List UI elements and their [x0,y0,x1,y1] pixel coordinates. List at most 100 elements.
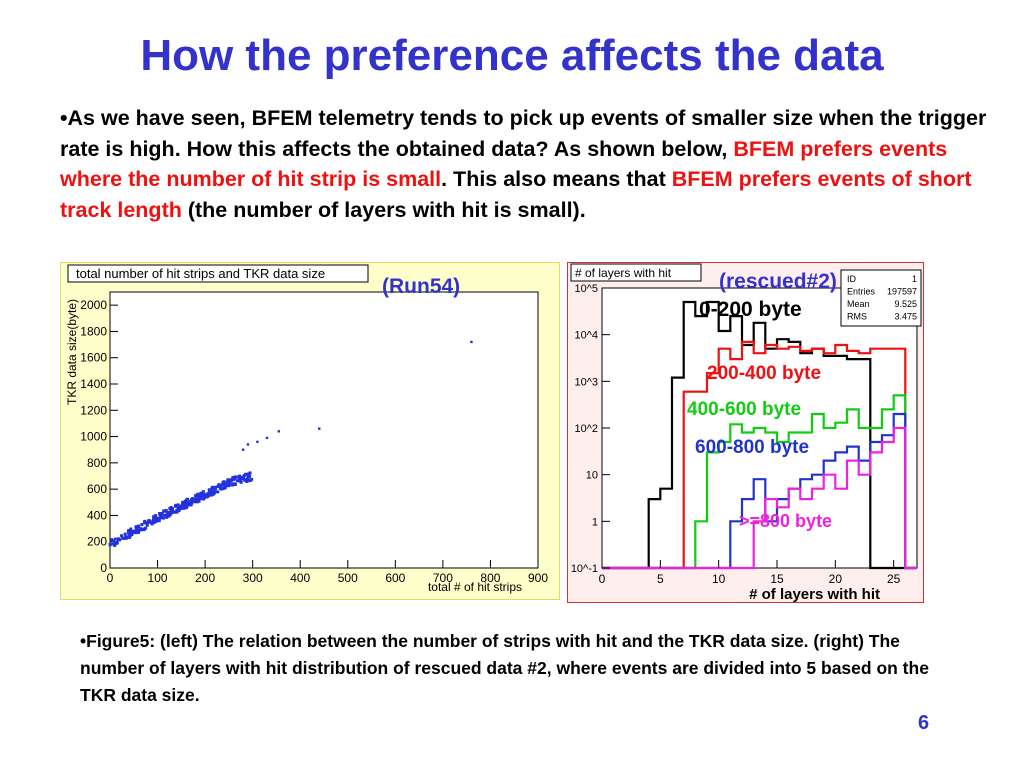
scatter-point [160,512,164,516]
scatter-point [180,502,184,506]
stats-label: ID [847,274,857,284]
x-tick-label: 700 [433,571,453,585]
y-tick-label: 10^2 [574,423,598,435]
scatter-plot-figure: total number of hit strips and TKR data … [60,262,560,600]
scatter-point [197,495,201,499]
scatter-point [145,521,149,525]
histogram-figure: # of layers with hit ID 1 Entries 197597 Mea… [567,262,924,603]
x-tick-label: 10 [712,572,726,586]
scatter-point [140,523,144,527]
scatter-point [150,520,154,524]
scatter-point [194,494,198,498]
scatter-point [114,542,118,546]
scatter-point [193,500,197,504]
x-tick-label: 600 [385,571,405,585]
scatter-point [161,516,165,520]
histogram-series-0-200-byte [602,300,917,570]
scatter-point [207,493,211,497]
scatter-point [150,522,154,526]
scatter-point [211,492,215,496]
scatter-point [123,532,127,536]
scatter-point [130,529,134,533]
scatter-point [176,508,180,512]
scatter-xlabel: total # of hit strips [428,580,522,594]
series-label: >=800 byte [739,511,832,531]
scatter-point [190,499,194,503]
scatter-point [164,508,168,512]
scatter-point [127,531,131,535]
y-tick-label: 600 [87,482,107,496]
scatter-title: total number of hit strips and TKR data … [76,266,325,281]
scatter-point [139,528,143,532]
scatter-point [318,427,321,430]
scatter-point [223,484,227,488]
scatter-point [152,521,156,525]
scatter-point [227,483,231,487]
scatter-point [127,535,131,539]
scatter-point [130,532,134,536]
scatter-point [219,487,223,491]
scatter-point [116,537,120,541]
x-tick-label: 15 [770,572,784,586]
x-tick-label: 200 [195,571,215,585]
y-tick-label: 1200 [80,403,107,417]
histogram-xlabel: # of layers with hit [749,586,880,603]
scatter-point [235,479,239,483]
scatter-point [218,483,222,487]
scatter-point [237,476,241,480]
scatter-point [157,519,161,523]
scatter-point [201,490,205,494]
y-tick-label: 10 [586,470,598,482]
paragraph-text-3: (the number of layers with hit is small)… [181,197,586,222]
scatter-point [158,511,162,515]
x-tick-label: 0 [599,572,606,586]
scatter-point [136,528,140,532]
scatter-point [108,543,112,547]
scatter-point [239,480,243,484]
scatter-point [165,515,169,519]
scatter-point [148,519,152,523]
x-tick-label: 900 [528,571,548,585]
scatter-point [181,500,185,504]
scatter-point [182,502,186,506]
scatter-point [248,478,252,482]
scatter-point [230,483,234,487]
y-tick-label: 1 [592,516,598,528]
scatter-point [174,510,178,514]
scatter-point [207,489,211,493]
scatter-point [198,493,202,497]
scatter-point [113,537,117,541]
stats-label: Entries [847,287,876,297]
scatter-point [134,525,138,529]
scatter-point [238,479,242,483]
scatter-point [182,506,186,510]
scatter-point [238,474,242,478]
scatter-point [134,531,138,535]
x-tick-label: 300 [243,571,263,585]
y-tick-label: 1400 [80,377,107,391]
paragraph-text-1: •As we have seen, BFEM telemetry tends t… [60,106,987,161]
scatter-point [204,495,208,499]
x-tick-label: 400 [290,571,310,585]
series-label: 600-800 byte [695,437,809,458]
scatter-point [137,524,141,528]
paragraph-highlight-2: BFEM prefers events of short track lengt… [60,167,972,222]
scatter-point [207,491,211,495]
scatter-point [184,506,188,510]
scatter-point [159,514,163,518]
scatter-point [245,480,249,484]
x-tick-label: 20 [829,572,843,586]
scatter-point [196,492,200,496]
y-tick-label: 2000 [80,298,107,312]
scatter-point [186,501,190,505]
scatter-point [265,436,269,440]
scatter-point [232,482,236,486]
scatter-point [245,477,249,481]
scatter-point [111,542,115,546]
figure-caption: •Figure5: (left) The relation between th… [80,631,929,705]
scatter-point [242,473,246,477]
histogram-annotation: (rescued#2) [719,270,837,293]
scatter-point [170,507,174,511]
scatter-point [168,513,172,517]
x-tick-label: 5 [657,572,664,586]
